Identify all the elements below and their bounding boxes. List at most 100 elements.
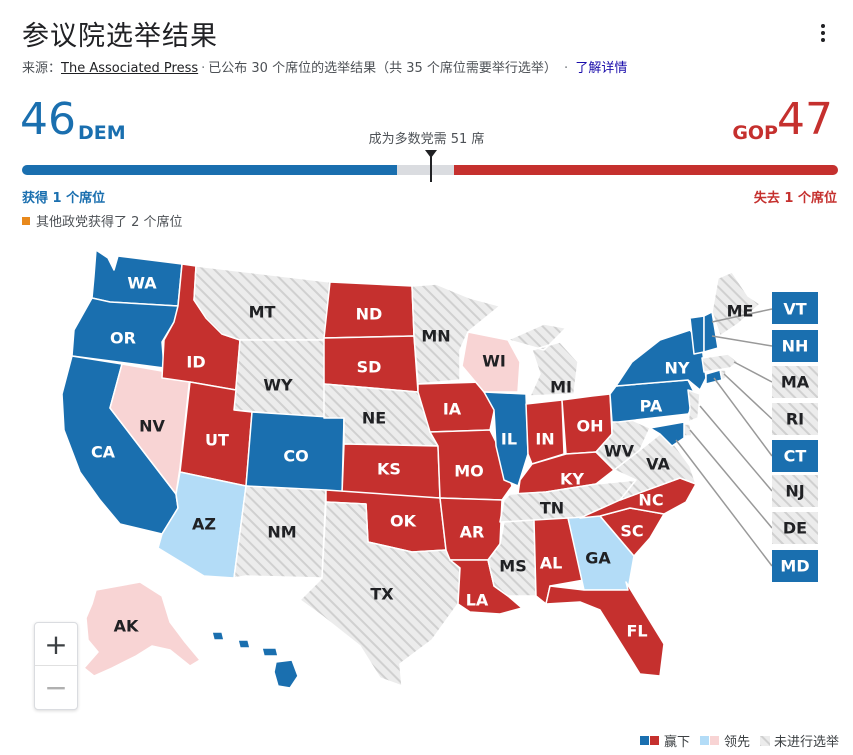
state-NJ[interactable] (687, 389, 701, 423)
state-label-SC: SC (620, 522, 643, 541)
state-label-NC: NC (638, 491, 663, 510)
state-label-NM: NM (267, 523, 296, 542)
state-FL[interactable] (545, 581, 665, 677)
state-box-MD[interactable] (772, 550, 818, 582)
source-line: 来源：The Associated Press · 已公布 30 个席位的选举结果（… (22, 61, 628, 76)
state-label-NH: NH (782, 337, 809, 356)
state-label-WY: WY (263, 376, 293, 395)
state-box-NH[interactable] (772, 330, 818, 362)
state-label-ID: ID (186, 353, 205, 372)
gop-change-text: 失去 1 个席位 (753, 191, 837, 206)
state-CT[interactable] (705, 369, 723, 385)
state-MA[interactable] (701, 353, 739, 373)
state-OR[interactable] (71, 297, 179, 369)
legend-leading: 领先 (699, 731, 750, 750)
zoom-out-button[interactable]: − (44, 671, 68, 704)
state-label-VT: VT (783, 300, 806, 319)
more-vert-icon (821, 24, 825, 28)
gop-leading-swatch (709, 736, 719, 745)
dem-seat-count: 46 (20, 94, 76, 145)
state-label-CT: CT (784, 447, 807, 466)
state-label-SD: SD (357, 358, 382, 377)
state-box-DE[interactable] (772, 512, 818, 544)
state-label-IN: IN (535, 430, 554, 449)
state-label-AK: AK (114, 617, 139, 636)
state-box-RI[interactable] (772, 403, 818, 435)
state-RI[interactable] (719, 369, 727, 381)
state-label-TX: TX (370, 585, 394, 604)
legend-no-race: 未进行选举 (759, 731, 839, 750)
state-label-WI: WI (482, 352, 506, 371)
zoom-in-button[interactable]: + (35, 623, 77, 666)
results-count-text: 已公布 30 个席位的选举结果（共 35 个席位需要举行选举） (208, 61, 557, 76)
state-label-ME: ME (727, 302, 754, 321)
state-label-ND: ND (356, 305, 383, 324)
state-label-AL: AL (540, 554, 563, 573)
state-label-TN: TN (540, 499, 564, 518)
state-WV[interactable] (595, 419, 651, 471)
source-prefix: 来源： (22, 61, 62, 76)
state-VA[interactable] (613, 433, 697, 501)
zoom-control: + − (34, 622, 78, 710)
us-senate-map: WA OR CA NV ID MT WY UT CO AZ NM ND SD N… (61, 249, 818, 689)
state-TX[interactable] (299, 501, 461, 687)
state-label-GA: GA (585, 549, 611, 568)
state-MN[interactable] (411, 283, 501, 385)
state-labels: WA OR CA NV ID MT WY UT CO AZ NM ND SD N… (91, 274, 810, 688)
state-label-LA: LA (466, 591, 489, 610)
gop-won-swatch (649, 736, 659, 745)
state-label-IL: IL (501, 430, 517, 449)
state-label-CA: CA (91, 443, 116, 462)
state-box-VT[interactable] (772, 292, 818, 324)
leader-lines (675, 308, 773, 567)
dem-won-swatch (639, 736, 649, 745)
other-party-swatch (22, 216, 30, 225)
learn-more-link[interactable]: 了解详情 (575, 61, 628, 76)
more-options-button[interactable] (814, 20, 832, 46)
state-label-OK: OK (390, 512, 417, 531)
state-label-NV: NV (139, 417, 165, 436)
state-label-OH: OH (577, 417, 604, 436)
state-label-MD: MD (780, 557, 809, 576)
state-label-RI: RI (786, 410, 804, 429)
gop-seat-count: 47 (777, 94, 833, 145)
state-label-DE: DE (783, 519, 807, 538)
state-MI[interactable] (507, 323, 579, 397)
state-box-NJ[interactable] (772, 475, 818, 507)
gop-seat-bar (454, 165, 838, 175)
state-label-VA: VA (646, 455, 670, 474)
state-AK[interactable] (83, 581, 201, 677)
state-HI[interactable] (211, 631, 299, 689)
state-label-NE: NE (362, 409, 386, 428)
state-label-OR: OR (110, 329, 136, 348)
other-party-note: 其他政党获得了 2 个席位 (22, 211, 183, 230)
state-label-KY: KY (560, 470, 584, 489)
state-NM[interactable] (233, 485, 327, 579)
state-label-KS: KS (377, 460, 401, 479)
state-label-IA: IA (443, 400, 462, 419)
state-label-FL: FL (626, 622, 647, 641)
state-label-UT: UT (205, 431, 229, 450)
dem-leading-swatch (699, 736, 709, 745)
dem-label: DEM (78, 122, 126, 144)
majority-text: 成为多数党需 51 席 (368, 132, 485, 147)
state-label-AR: AR (460, 523, 485, 542)
state-label-MO: MO (454, 462, 484, 481)
state-MO[interactable] (429, 429, 513, 501)
dem-seat-bar (22, 165, 398, 175)
source-link[interactable]: The Associated Press (61, 61, 199, 76)
no-race-swatch (759, 735, 770, 746)
state-label-HI: HI (236, 669, 255, 688)
state-box-CT[interactable] (772, 440, 818, 472)
state-box-MA[interactable] (772, 366, 818, 398)
state-label-PA: PA (640, 397, 663, 416)
state-label-WV: WV (604, 442, 635, 461)
dem-change-text: 获得 1 个席位 (22, 191, 106, 206)
state-label-MI: MI (550, 378, 572, 397)
state-label-NY: NY (665, 359, 690, 378)
state-label-MA: MA (781, 373, 810, 392)
state-label-NJ: NJ (785, 482, 804, 501)
state-NH[interactable] (703, 311, 719, 353)
state-label-MS: MS (499, 557, 526, 576)
state-label-CO: CO (283, 447, 308, 466)
